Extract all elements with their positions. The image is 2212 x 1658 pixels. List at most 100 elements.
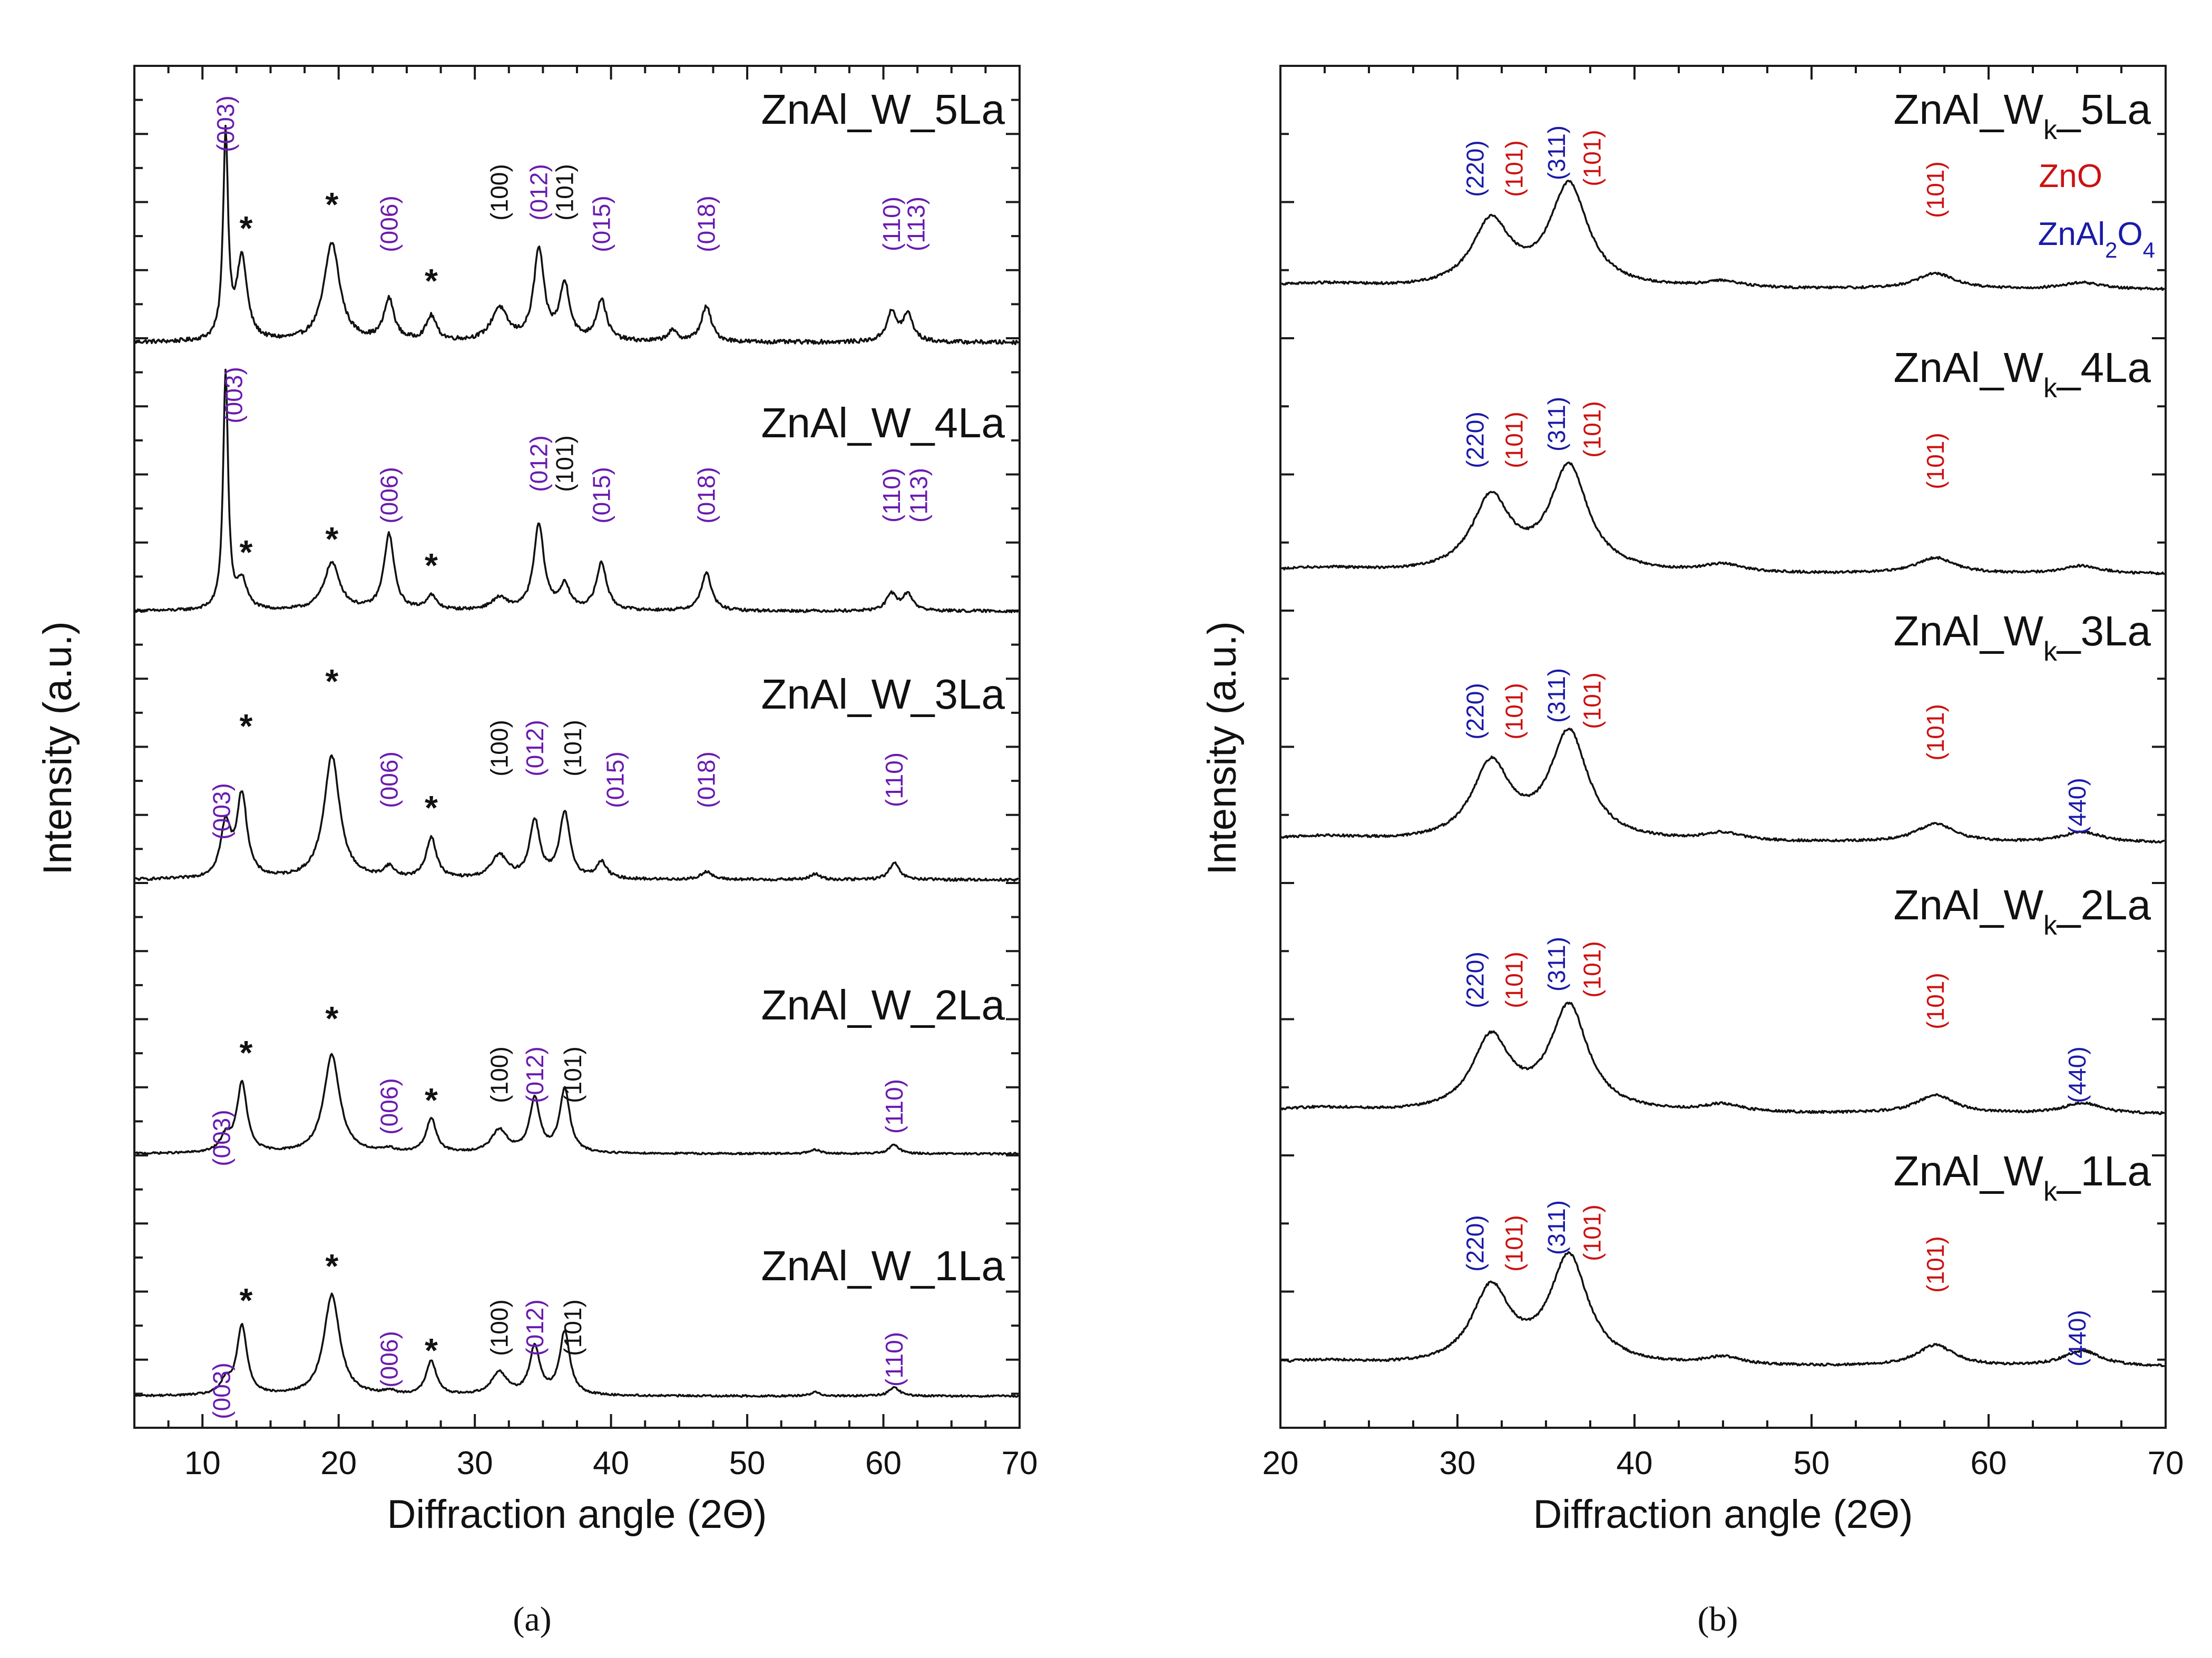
star-marker: * [425,789,438,827]
peak-label: (101) [559,1046,586,1103]
peak-label: (311) [1543,937,1570,992]
panel-a-xlabel: Diffraction angle (2Θ) [387,1492,767,1537]
peak-label: (110) [878,468,905,523]
x-tick-label: 40 [1617,1445,1653,1482]
series-trace [134,1292,1020,1398]
peak-label: (220) [1462,140,1489,197]
peak-label: (003) [212,95,239,152]
peak-label: (110) [880,752,908,807]
series-label: ZnAl_W_2La [761,982,1005,1028]
legend-znal2o4: ZnAl2O4 [2038,216,2155,262]
peak-label: (018) [693,195,720,252]
peak-label: (006) [375,1078,403,1134]
star-marker: * [239,209,252,247]
peak-label: (012) [521,1046,549,1103]
panel-b-xlabel: Diffraction angle (2Θ) [1533,1492,1913,1537]
x-tick-label: 30 [1440,1445,1476,1482]
peak-label: (015) [588,195,615,252]
peak-label: (440) [2063,778,2091,834]
star-marker: * [425,1081,438,1119]
series-trace [135,754,1019,882]
peak-label: (012) [521,720,549,776]
peak-label: (101) [1501,140,1528,197]
peak-label: (101) [551,435,579,492]
star-marker: * [239,1034,252,1072]
peak-label: (015) [601,751,629,808]
series-label: ZnAl_Wk_3La [1894,607,2151,667]
series-label: ZnAl_W_3La [761,671,1005,718]
peak-label: (220) [1462,1215,1489,1271]
panel-b-ticks: 20 30 40 50 60 70 [1262,66,2184,1482]
peak-label: (006) [375,467,403,523]
star-marker: * [325,185,338,223]
peak-label: (006) [375,195,403,252]
peak-label: (220) [1462,951,1489,1008]
series-label: ZnAl_Wk_4La [1894,344,2151,404]
peak-label: (311) [1543,397,1570,452]
peak-label: (311) [1543,125,1570,180]
star-marker: * [325,999,338,1037]
peak-label: (440) [2063,1310,2091,1366]
star-marker: * [325,520,338,558]
series-trace [1281,462,2165,575]
x-tick-label: 70 [1002,1445,1038,1482]
peak-label: (440) [2063,1046,2091,1103]
panel-a-labels: ZnAl_W_5La ZnAl_W_4La ZnAl_W_3La ZnAl_W_2La… [208,86,1005,1419]
peak-label: (101) [1578,1204,1606,1261]
peak-label: (100) [486,164,513,220]
star-marker: * [325,1247,338,1285]
series-label: ZnAl_Wk_1La [1894,1147,2151,1207]
peak-label: (018) [693,467,720,523]
peak-label: (012) [525,435,553,492]
peak-label: (003) [208,1362,235,1419]
panel-b: 20 30 40 50 60 70 ZnAl_Wk_5LaZnAl_Wk_4LaZnAl_… [1200,65,2184,1639]
peak-label: (101) [1501,411,1528,468]
peak-label: (110) [880,1079,908,1134]
peak-label: (311) [1543,668,1570,723]
peak-label: (101) [1578,941,1606,997]
caption-b: (b) [1698,1600,1738,1639]
series-label: ZnAl_Wk_5La [1894,86,2151,145]
peak-label: (101) [551,164,579,220]
panel-b-labels: ZnAl_Wk_5La ZnAl_Wk_4La ZnAl_Wk_3La ZnAl_Wk… [1462,86,2151,1367]
peak-label: (113) [905,468,933,523]
series-trace [1280,728,2165,843]
peak-label: (101) [1501,951,1528,1008]
x-tick-label: 30 [457,1445,493,1482]
panel-b-traces [1280,180,2165,1368]
panel-b-frame [1279,65,2167,1429]
peak-label: (012) [525,164,553,220]
star-marker: * [425,262,438,300]
peak-label: (003) [220,367,248,423]
peak-label: (101) [1922,973,1949,1029]
star-marker: * [325,662,338,700]
peak-label: (100) [486,720,513,776]
x-tick-label: 40 [593,1445,629,1482]
peak-label: (101) [1922,1236,1949,1292]
panel-a: 10 20 30 40 50 60 70 ZnAl_W_5LaZnAl_W_4LaZnAl_… [35,65,1038,1639]
peak-label: (101) [1922,433,1949,489]
series-trace [1281,180,2165,291]
x-tick-label: 20 [1262,1445,1299,1482]
peak-label: (101) [1922,704,1949,760]
star-marker: * [425,546,438,584]
peak-label: (101) [1501,683,1528,739]
series-trace [134,368,1020,613]
x-tick-label: 20 [320,1445,357,1482]
series-label: ZnAl_Wk_2La [1894,881,2151,941]
x-tick-label: 10 [184,1445,221,1482]
peak-label: (003) [208,1110,235,1166]
series-trace [1280,1002,2165,1115]
series-trace [1281,1251,2165,1368]
peak-label: (006) [375,751,403,808]
legend-zno: ZnO [2039,158,2102,194]
series-label: ZnAl_W_4La [761,399,1005,446]
peak-label: (220) [1462,683,1489,739]
peak-label: (100) [486,1299,513,1356]
peak-label: (110) [878,197,905,251]
star-marker: * [239,533,252,571]
panel-b-ylabel: Intensity (a.u.) [1200,621,1245,875]
series-trace [134,1053,1019,1156]
x-tick-label: 70 [2148,1445,2184,1482]
